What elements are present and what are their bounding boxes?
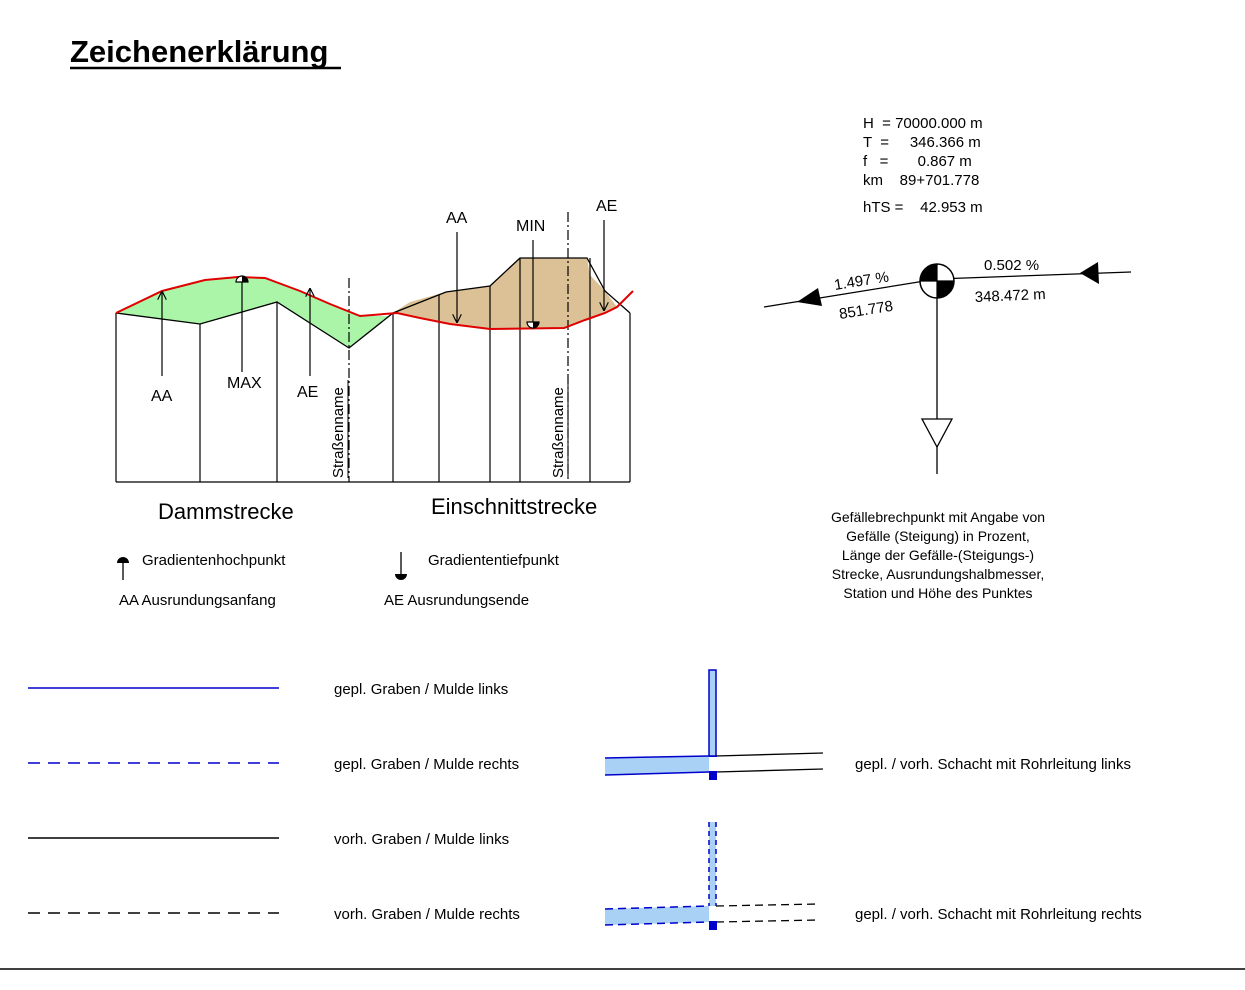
desc-line: Strecke, Ausrundungshalbmesser,	[832, 566, 1044, 582]
shaft-right-base	[709, 921, 717, 930]
shaft-legend: gepl. / vorh. Schacht mit Rohrleitung li…	[604, 669, 1142, 930]
ditch-planned-right-label: gepl. Graben / Mulde rechts	[334, 756, 519, 773]
pipe-left-fill	[605, 756, 709, 775]
desc-line: Gefälle (Steigung) in Prozent,	[846, 528, 1030, 544]
cutting-label: Einschnittstrecke	[431, 494, 597, 519]
shaft-right-icon	[709, 822, 716, 906]
break-point-quadrant-tl	[920, 264, 937, 281]
pipe-left-existing	[715, 752, 824, 757]
param-t: T = 346.366 m	[863, 134, 981, 151]
param-km: km 89+701.778	[863, 172, 979, 189]
cutting-fill	[393, 258, 617, 329]
right-slope-length: 348.472 m	[974, 286, 1046, 306]
shaft-left-label: gepl. / vorh. Schacht mit Rohrleitung li…	[855, 756, 1131, 773]
low-point-icon	[395, 574, 407, 580]
max-marker-fill	[242, 276, 248, 282]
label-aa-left: AA	[151, 388, 173, 405]
symbol-legend: Gradientenhochpunkt Gradiententiefpunkt …	[117, 552, 560, 609]
label-min: MIN	[516, 218, 545, 235]
pipe-right-fill	[605, 906, 709, 925]
label-ae-right: AE	[596, 198, 617, 215]
min-marker-fill	[533, 322, 539, 328]
label-aa-right: AA	[446, 210, 468, 227]
right-arrow-icon	[1080, 262, 1099, 284]
ditch-planned-left-label: gepl. Graben / Mulde links	[334, 681, 508, 698]
ditch-legend: gepl. Graben / Mulde links gepl. Graben …	[28, 681, 520, 923]
label-max: MAX	[227, 375, 262, 392]
ae-description: AE Ausrundungsende	[384, 592, 529, 609]
param-h: H = 70000.000 m	[863, 115, 983, 132]
height-triangle-icon	[920, 418, 954, 449]
pipe-right-existing	[715, 903, 819, 907]
longitudinal-profile: AA MAX AE AA MIN AE Straßenname Straßenn…	[115, 198, 634, 524]
station-lines	[115, 258, 631, 483]
gradient-break-description: Gefällebrechpunkt mit Angabe von Gefälle…	[831, 509, 1045, 601]
low-point-label: Gradiententiefpunkt	[428, 552, 560, 569]
break-point-quadrant-br	[937, 281, 954, 298]
param-f: f = 0.867 m	[863, 153, 972, 170]
gradient-break-symbol: H = 70000.000 m T = 346.366 m f = 0.867 …	[763, 115, 1132, 601]
embankment-label: Dammstrecke	[158, 499, 294, 524]
left-slope-line	[763, 278, 938, 308]
high-point-icon	[117, 557, 129, 563]
right-slope-line	[936, 271, 1132, 280]
page-title: Zeichenerklärung	[70, 34, 328, 69]
param-hts: hTS = 42.953 m	[863, 199, 983, 216]
high-point-label: Gradientenhochpunkt	[142, 552, 286, 569]
ditch-existing-left-label: vorh. Graben / Mulde links	[334, 831, 509, 848]
left-slope-percent: 1.497 %	[833, 269, 890, 294]
shaft-right-label: gepl. / vorh. Schacht mit Rohrleitung re…	[855, 906, 1142, 923]
gradient-params: H = 70000.000 m T = 346.366 m f = 0.867 …	[863, 115, 983, 216]
left-slope-length: 851.778	[838, 298, 894, 323]
shaft-left-icon	[708, 669, 717, 757]
street-name-right: Straßenname	[550, 387, 567, 478]
gradient-line	[115, 275, 634, 331]
street-name-left: Straßenname	[330, 387, 347, 478]
ditch-existing-right-label: vorh. Graben / Mulde rechts	[334, 906, 520, 923]
aa-description: AA Ausrundungsanfang	[119, 592, 276, 609]
right-slope-percent: 0.502 %	[984, 257, 1039, 274]
desc-line: Länge der Gefälle-(Steigungs-)	[842, 547, 1034, 563]
desc-line: Station und Höhe des Punktes	[843, 585, 1032, 601]
terrain-line	[115, 257, 631, 349]
left-arrow-icon	[797, 288, 822, 306]
desc-line: Gefällebrechpunkt mit Angabe von	[831, 509, 1045, 525]
label-ae-left: AE	[297, 384, 318, 401]
